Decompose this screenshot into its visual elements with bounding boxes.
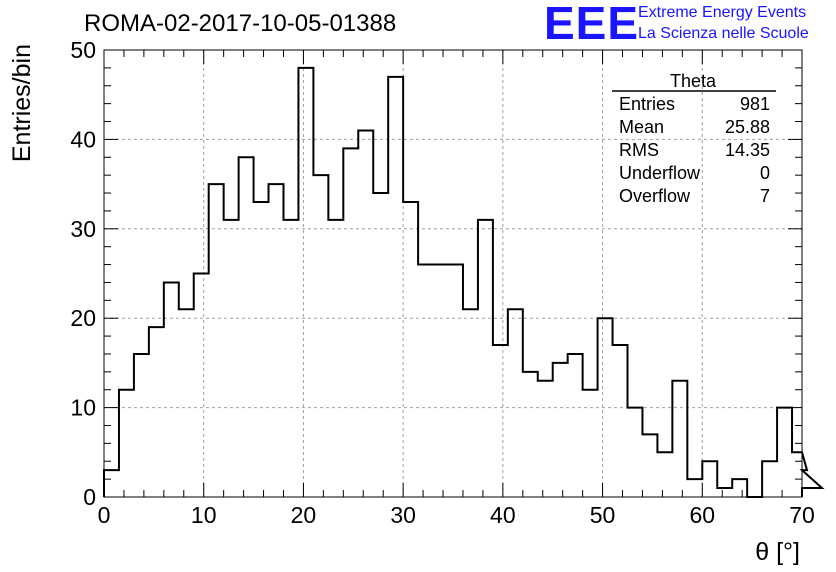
stats-row-value: 25.88 — [725, 117, 770, 137]
eee-logo: EEE — [544, 0, 640, 49]
stats-row-value: 14.35 — [725, 140, 770, 160]
y-tick-label: 40 — [70, 126, 96, 152]
stats-row-label: Overflow — [619, 186, 691, 206]
y-tick-label: 30 — [70, 216, 96, 242]
x-axis-label: θ [°] — [755, 538, 800, 566]
x-tick-label: 40 — [490, 502, 516, 528]
stats-row-label: Mean — [619, 117, 664, 137]
x-tick-label: 10 — [191, 502, 217, 528]
x-tick-label: 60 — [689, 502, 715, 528]
y-tick-label: 20 — [70, 305, 96, 331]
x-tick-label: 0 — [98, 502, 111, 528]
x-tick-label: 30 — [390, 502, 416, 528]
x-tick-label: 20 — [291, 502, 317, 528]
y-tick-label: 0 — [83, 484, 96, 510]
y-tick-label: 10 — [70, 395, 96, 421]
x-tick-label: 50 — [590, 502, 616, 528]
chart-title: ROMA-02-2017-10-05-01388 — [84, 10, 397, 37]
stats-row-value: 981 — [740, 94, 770, 114]
logo-subtitle-line2: La Scienza nelle Scuole — [638, 25, 809, 42]
stats-row-label: RMS — [619, 140, 659, 160]
stats-row-label: Underflow — [619, 163, 701, 183]
x-tick-label: 70 — [789, 502, 815, 528]
stats-title: Theta — [670, 71, 717, 91]
stats-row-value: 7 — [760, 186, 770, 206]
y-axis-label: Entries/bin — [8, 44, 36, 162]
histogram-line — [103, 66, 825, 498]
stats-row-label: Entries — [619, 94, 675, 114]
plot-frame — [103, 49, 803, 498]
logo-subtitle-line1: Extreme Energy Events — [638, 4, 807, 21]
y-tick-label: 50 — [70, 37, 96, 63]
stats-row-value: 0 — [760, 163, 770, 183]
